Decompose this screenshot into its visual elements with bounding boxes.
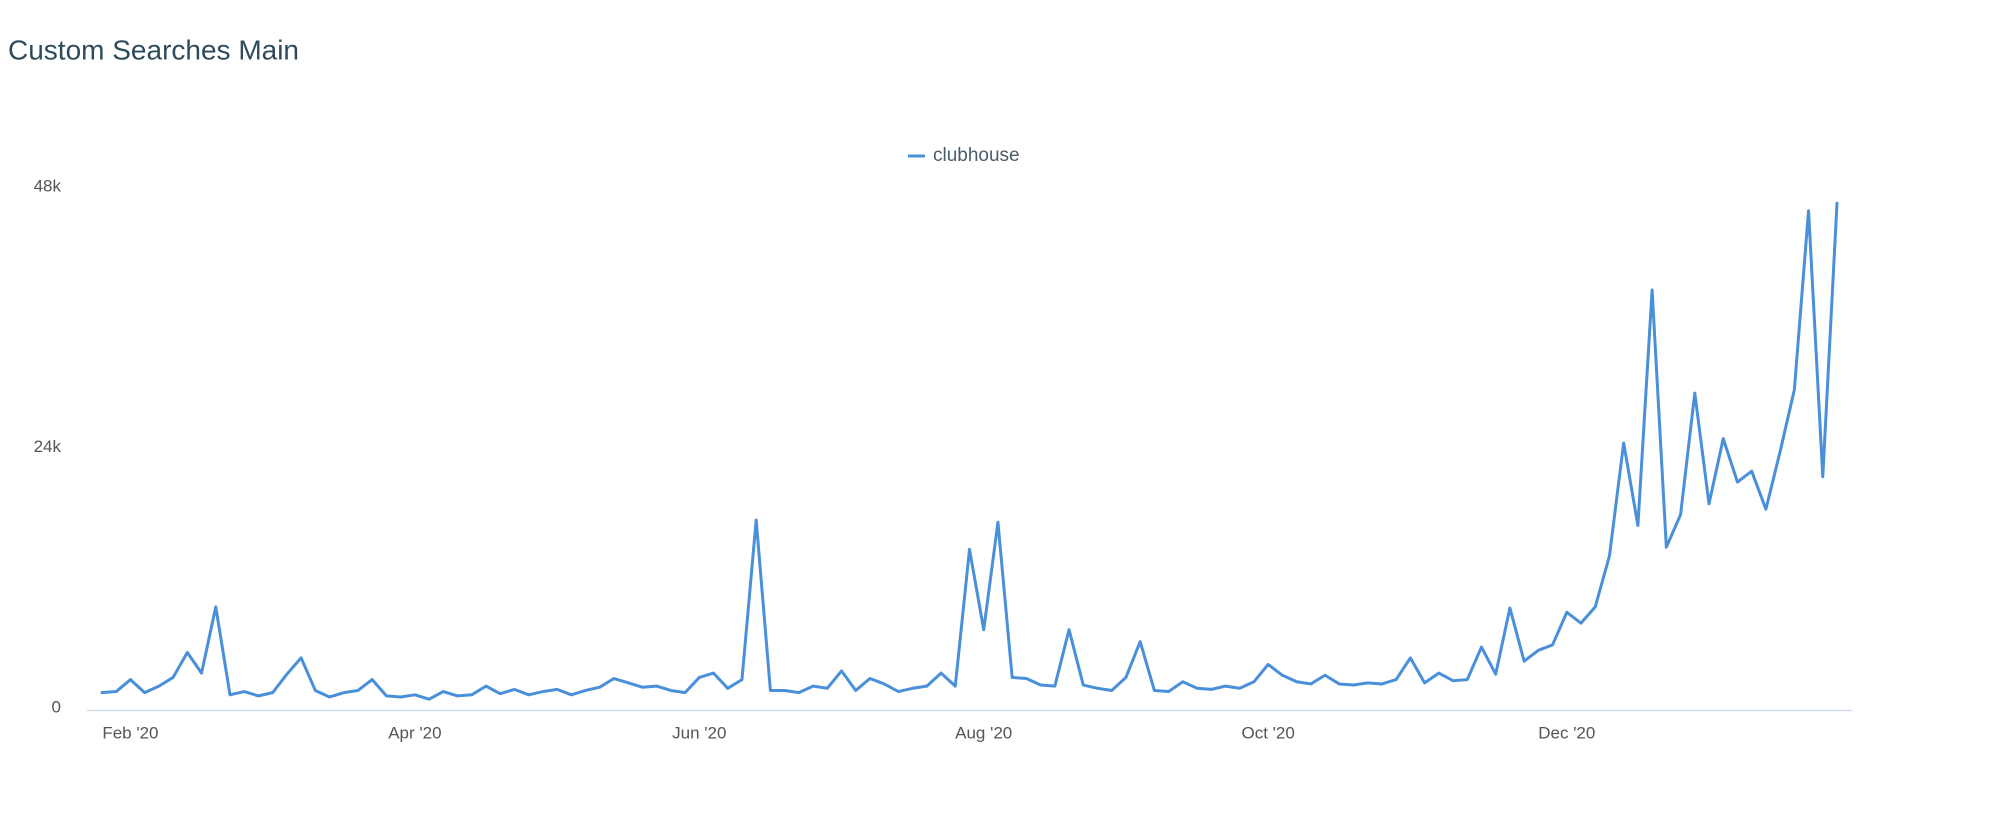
legend-label: clubhouse: [933, 145, 1020, 166]
x-tick-label: Dec '20: [1538, 723, 1595, 742]
y-tick-label: 48k: [34, 176, 62, 195]
series-line: [100, 201, 1839, 701]
chart-title: Custom Searches Main: [8, 34, 299, 65]
y-tick-label: 24k: [34, 437, 62, 456]
x-tick-label: Aug '20: [955, 723, 1012, 742]
y-tick-label: 0: [52, 697, 61, 716]
x-tick-label: Oct '20: [1241, 723, 1294, 742]
x-tick-label: Jun '20: [672, 723, 726, 742]
x-tick-label: Feb '20: [102, 723, 158, 742]
x-tick-label: Apr '20: [388, 723, 441, 742]
